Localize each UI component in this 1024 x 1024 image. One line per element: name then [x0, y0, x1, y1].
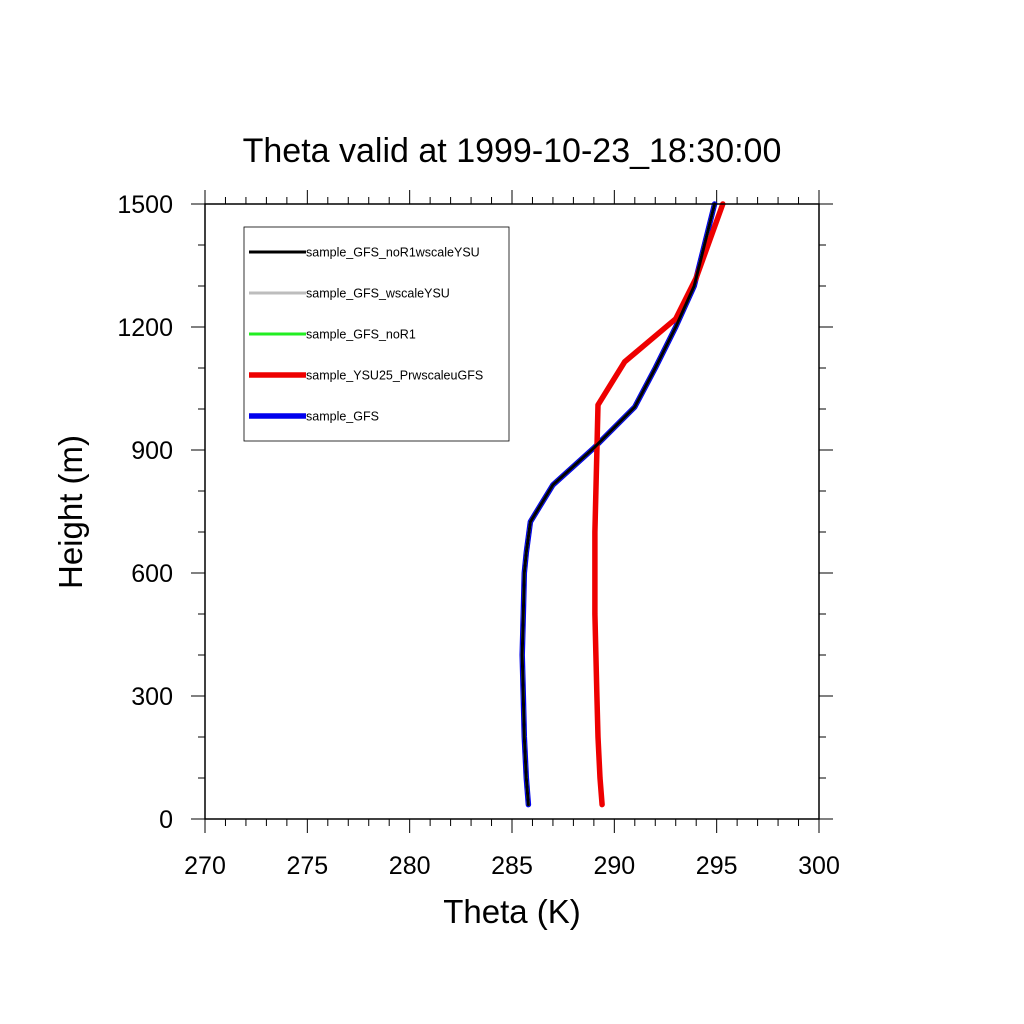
y-tick-label: 900: [131, 437, 173, 465]
y-tick-label: 0: [159, 806, 173, 834]
legend: sample_GFS_noR1wscaleYSU sample_GFS_wscal…: [243, 226, 510, 442]
y-tick-label: 300: [131, 683, 173, 711]
x-tick-label: 275: [286, 852, 328, 880]
y-axis-label: Height (m): [52, 435, 89, 589]
x-tick-label: 280: [389, 852, 431, 880]
x-tick-label: 295: [696, 852, 738, 880]
legend-label: sample_GFS_noR1wscaleYSU: [306, 246, 480, 260]
x-tick-label: 285: [491, 852, 533, 880]
legend-label: sample_GFS: [306, 410, 379, 424]
legend-label: sample_GFS_wscaleYSU: [306, 287, 450, 301]
y-tick-label: 1200: [117, 314, 173, 342]
series-line-sample_GFS_noR1wscaleYSU: [520, 202, 717, 807]
y-tick-label: 1500: [117, 191, 173, 219]
x-tick-label: 300: [798, 852, 840, 880]
chart-title: Theta valid at 1999-10-23_18:30:00: [243, 132, 782, 170]
x-tick-label: 270: [184, 852, 226, 880]
plot-frame: [204, 203, 820, 820]
series-lines: [519, 201, 726, 808]
x-axis-label: Theta (K): [443, 893, 581, 930]
tick-labels: 270 275 280 285 290 295 300 0 300 600 900 1200 1500: [117, 191, 839, 880]
legend-label: sample_GFS_noR1: [306, 328, 416, 342]
legend-label: sample_YSU25_PrwscaleuGFS: [306, 369, 483, 383]
axis-ticks: [191, 190, 833, 833]
x-tick-label: 290: [593, 852, 635, 880]
series-line-sample_YSU25_PrwscaleuGFS: [592, 201, 726, 808]
y-tick-label: 600: [131, 560, 173, 588]
